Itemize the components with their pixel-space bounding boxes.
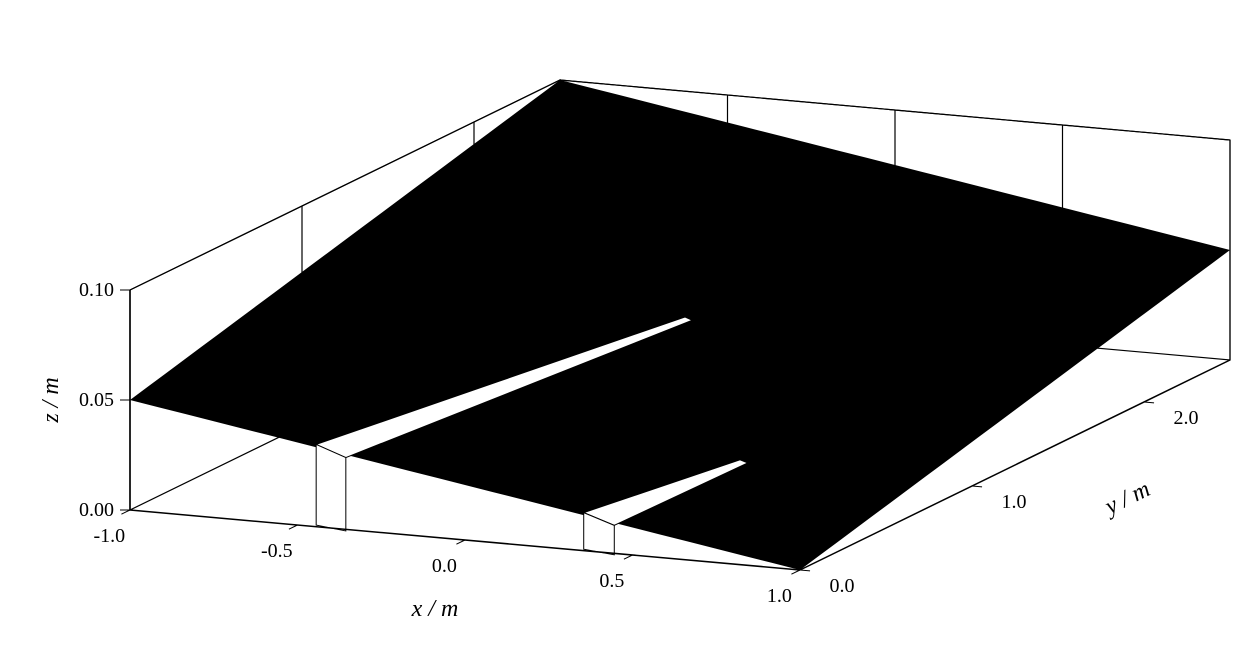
x-tick-label: -1.0 (94, 525, 126, 547)
x-tick-label: 0.0 (432, 555, 457, 577)
surface-3d-plot: -1.0 -0.5 0.0 0.5 1.0 0.0 1.0 2.0 0.00 0.05 0.10 x … (0, 0, 1240, 666)
y-tick-label: 2.0 (1173, 407, 1198, 429)
y-tick-label: 1.0 (1001, 491, 1026, 513)
z-tick-label: 0.10 (79, 279, 114, 301)
x-tick-label: 1.0 (767, 585, 792, 607)
y-tick-label: 0.0 (829, 575, 854, 597)
z-axis-label: z / m (38, 377, 64, 423)
plot-svg: -1.0 -0.5 0.0 0.5 1.0 0.0 1.0 2.0 0.00 0.05 0.10 x … (0, 0, 1240, 666)
x-tick-label: -0.5 (261, 540, 293, 562)
y-axis-label: y / m (1099, 476, 1154, 521)
weir-face (316, 444, 346, 530)
z-tick-label: 0.05 (79, 389, 114, 411)
x-axis-label: x / m (411, 596, 459, 622)
x-tick-label: 0.5 (599, 570, 624, 592)
z-tick-label: 0.00 (79, 499, 114, 521)
